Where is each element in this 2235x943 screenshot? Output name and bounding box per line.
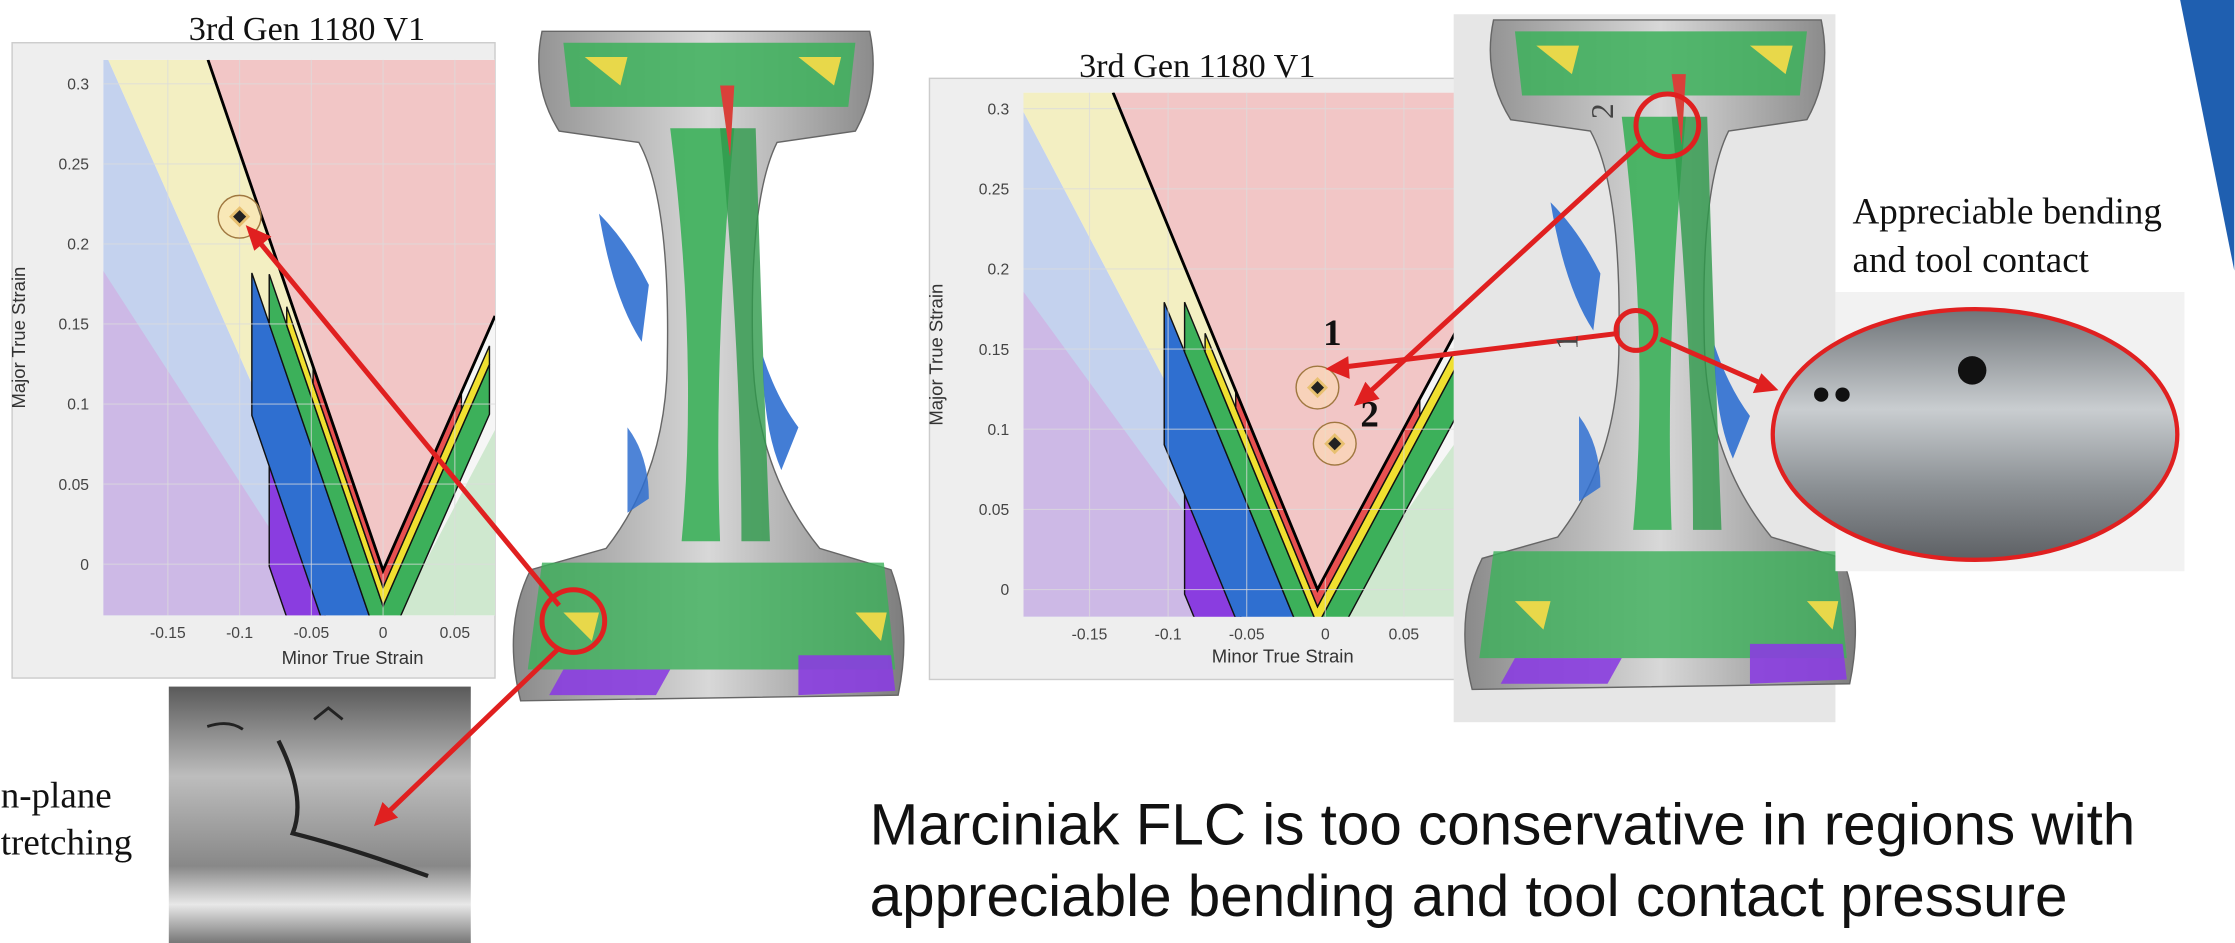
callout-text: tretching [1, 823, 133, 864]
strain-band [1163, 302, 1295, 617]
zones [1023, 92, 1464, 617]
crack-photo [168, 686, 471, 943]
callout-text: n-plane [1, 776, 112, 817]
x-tick-label: 0 [1321, 627, 1330, 644]
arrowhead [373, 801, 399, 827]
part-label: 1 [1550, 334, 1585, 350]
hole [1835, 387, 1850, 402]
point [229, 206, 251, 228]
y-axis-label: Major True Strain [8, 267, 29, 409]
flc-line [206, 59, 496, 575]
y-tick-label: 0.15 [59, 317, 90, 334]
x-tick-label: 0.05 [440, 625, 471, 642]
y-tick-label: 0.1 [67, 397, 89, 414]
part-contour-left [512, 30, 905, 702]
strain-band [251, 272, 370, 616]
x-axis-label: Minor True Strain [1212, 645, 1354, 666]
callout-text: Appreciable bending [1853, 192, 2162, 233]
arrowhead [1752, 373, 1779, 394]
y-tick-label: 0.25 [59, 157, 90, 174]
y-tick-label: 0.05 [59, 477, 90, 494]
point [1324, 433, 1346, 455]
point-label: 1 [1323, 313, 1342, 354]
arrowhead [245, 225, 272, 251]
flc-chart: 0 0.05 0.1 0.15 0.2 0.25 0.3 -0.15 -0.1 -0.05 0 0.0… [925, 48, 1465, 681]
flc-line [1111, 92, 1464, 593]
arrow [380, 646, 561, 820]
y-tick-label: 0.25 [979, 181, 1010, 198]
contact-photo [1770, 306, 2180, 562]
x-tick-label: -0.05 [293, 625, 329, 642]
highlight-circle [1613, 308, 1659, 353]
y-tick-label: 0.2 [67, 237, 89, 254]
flc-group [1111, 92, 1464, 593]
y-tick-label: 0.05 [979, 502, 1010, 519]
arrow [1363, 140, 1644, 398]
hole [1957, 356, 1987, 385]
y-tick-label: 0.3 [987, 101, 1009, 118]
arrow [1339, 330, 1620, 370]
callout-text: and tool contact [1853, 240, 2090, 281]
x-tick-label: -0.1 [226, 625, 253, 642]
highlight-circle [1633, 91, 1702, 160]
point [1306, 377, 1329, 399]
arrowheads [245, 225, 1779, 827]
crack [276, 739, 429, 879]
part-label: 2 [1585, 103, 1620, 119]
x-tick-label: -0.15 [150, 625, 186, 642]
arrowhead [1325, 356, 1350, 379]
zone-fail [1113, 92, 1464, 590]
flc-group [206, 59, 496, 575]
y-tick-label: 0.15 [979, 342, 1010, 359]
arrow [255, 237, 562, 607]
x-axis-label: Minor True Strain [282, 647, 424, 668]
arrow [1659, 336, 1766, 387]
arrowhead [1353, 381, 1380, 406]
x-tick-label: 0.05 [1389, 627, 1420, 644]
x-tick-label: -0.1 [1155, 627, 1182, 644]
slide-accent [2180, 0, 2235, 271]
conclusion-text: Marciniak FLC is too conservative in reg… [870, 793, 2136, 858]
y-tick-label: 0.1 [987, 422, 1009, 439]
x-tick-label: 0 [379, 625, 388, 642]
chart-title: 3rd Gen 1180 V1 [189, 11, 425, 48]
marking [206, 706, 344, 731]
chart-title: 3rd Gen 1180 V1 [1079, 48, 1315, 85]
y-tick-label: 0 [80, 557, 89, 574]
x-tick-label: -0.05 [1229, 627, 1265, 644]
y-axis-label: Major True Strain [925, 284, 946, 426]
zone-low [1331, 431, 1464, 617]
zone-low [397, 429, 496, 616]
hole [1814, 387, 1829, 402]
y-tick-label: 0.3 [67, 77, 89, 94]
zone-thinning [103, 270, 327, 616]
y-tick-label: 0 [1001, 582, 1010, 599]
y-tick-label: 0.2 [987, 262, 1009, 279]
highlight-circle [539, 587, 608, 655]
callouts [255, 91, 1766, 820]
conclusion-text: appreciable bending and tool contact pre… [870, 864, 2068, 929]
point-label: 2 [1360, 395, 1379, 436]
x-tick-label: -0.15 [1072, 627, 1108, 644]
